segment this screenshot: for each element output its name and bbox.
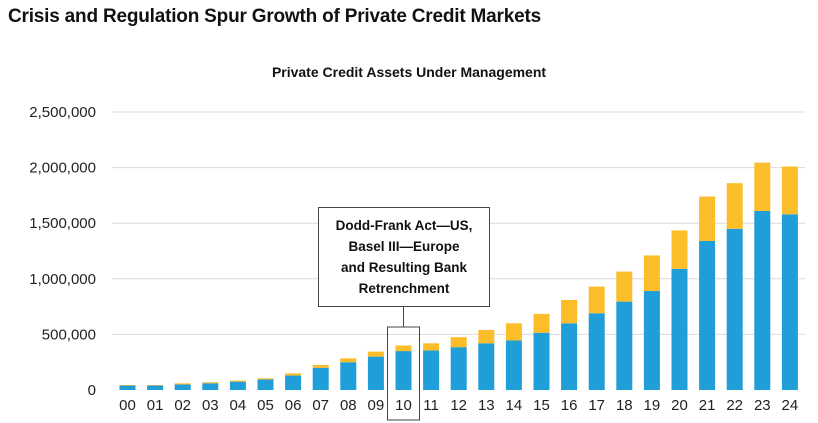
bar-lower-segment [285, 375, 302, 390]
annotation-text: Dodd-Frank Act—US, Basel III—Europe and … [329, 215, 479, 299]
x-tick-label: 14 [506, 397, 523, 414]
bar-lower-segment [671, 268, 688, 390]
bar-lower-segment [147, 385, 164, 390]
bar-lower-segment [340, 362, 357, 390]
x-tick-label: 17 [588, 397, 605, 414]
bar-lower-segment [754, 210, 771, 390]
bar-upper-segment [561, 299, 578, 324]
bar-upper-segment [754, 162, 771, 211]
bar-upper-segment [423, 343, 440, 351]
bar-lower-segment [312, 367, 329, 390]
bar-upper-segment [450, 337, 467, 348]
bar-upper-segment [395, 345, 412, 352]
x-tick-label: 06 [285, 397, 302, 414]
x-tick-label: 19 [644, 397, 661, 414]
bar-lower-segment [257, 379, 274, 390]
chart-title: Private Credit Assets Under Management [271, 64, 547, 80]
x-tick-label: 11 [423, 397, 439, 414]
annotation-line: and Resulting Bank [340, 260, 467, 275]
x-tick-label: 03 [202, 397, 219, 414]
y-tick-label: 1,500,000 [29, 215, 96, 232]
bar-lower-segment [781, 214, 798, 390]
bar-lower-segment [395, 351, 412, 390]
bar-lower-segment [588, 313, 605, 390]
x-tick-label: 22 [726, 397, 743, 414]
bar-upper-segment [202, 382, 219, 384]
bar-lower-segment [643, 291, 660, 390]
x-tick-label: 15 [533, 397, 550, 414]
x-tick-label: 13 [478, 397, 495, 414]
x-tick-label: 24 [782, 397, 799, 414]
x-tick-label: 08 [340, 397, 357, 414]
x-tick-label: 10 [395, 397, 412, 414]
x-tick-label: 21 [699, 397, 716, 414]
bar-lower-segment [533, 332, 550, 390]
x-tick-label: 02 [174, 397, 191, 414]
annotation-highlight-frame [387, 326, 420, 421]
x-tick-label: 18 [616, 397, 633, 414]
annotation-line: Dodd-Frank Act—US, [335, 218, 473, 233]
bar-upper-segment [119, 384, 136, 386]
y-tick-label: 2,500,000 [29, 104, 96, 121]
bar-lower-segment [202, 383, 219, 390]
bar-upper-segment [367, 351, 384, 357]
x-tick-label: 07 [312, 397, 329, 414]
bar-lower-segment [616, 301, 633, 390]
bar-upper-segment [312, 364, 329, 368]
y-tick-label: 0 [88, 382, 96, 399]
bar-upper-segment [533, 313, 550, 333]
x-tick-label: 16 [561, 397, 578, 414]
bar-upper-segment [781, 166, 798, 215]
bar-upper-segment [616, 271, 633, 302]
main-title: Crisis and Regulation Spur Growth of Pri… [8, 6, 541, 27]
bar-lower-segment [423, 350, 440, 390]
bar-lower-segment [726, 228, 743, 390]
annotation-line: Basel III—Europe [348, 239, 460, 254]
y-axis-ticks: 0 500,000 1,000,000 1,500,000 2,000,000 2,500… [29, 104, 96, 399]
x-axis-ticks: 00 01 02 03 04 05 06 07 08 09 10 11 12 13 14 15 16 17 18 19… [119, 397, 798, 414]
bar-upper-segment [285, 373, 302, 376]
bar-upper-segment [174, 383, 191, 385]
bar-lower-segment [174, 384, 191, 390]
bar-lower-segment [505, 340, 522, 390]
y-tick-label: 500,000 [42, 326, 96, 343]
bar-lower-segment [478, 343, 495, 390]
x-tick-label: 09 [368, 397, 385, 414]
x-tick-label: 00 [119, 397, 136, 414]
bar-lower-segment [561, 323, 578, 390]
bars [119, 162, 798, 390]
x-tick-label: 05 [257, 397, 274, 414]
annotation-box: Dodd-Frank Act—US, Basel III—Europe and … [318, 207, 490, 307]
y-tick-label: 1,000,000 [29, 271, 96, 288]
bar-upper-segment [340, 358, 357, 363]
bar-lower-segment [367, 356, 384, 390]
bar-upper-segment [229, 380, 246, 382]
bar-upper-segment [671, 230, 688, 269]
bar-upper-segment [478, 329, 495, 344]
x-tick-label: 04 [230, 397, 247, 414]
bar-upper-segment [588, 286, 605, 314]
bar-upper-segment [726, 183, 743, 229]
bar-lower-segment [229, 381, 246, 390]
annotation-line: Retrenchment [358, 281, 450, 296]
bar-upper-segment [505, 323, 522, 341]
bar-upper-segment [257, 378, 274, 380]
y-tick-label: 2,000,000 [29, 160, 96, 177]
x-tick-label: 12 [450, 397, 467, 414]
bar-upper-segment [699, 196, 716, 241]
x-tick-label: 01 [147, 397, 164, 414]
x-tick-label: 23 [754, 397, 771, 414]
bar-lower-segment [119, 385, 136, 390]
bar-lower-segment [699, 240, 716, 390]
x-tick-label: 20 [671, 397, 688, 414]
bar-upper-segment [643, 255, 660, 292]
bar-upper-segment [147, 384, 164, 386]
bar-lower-segment [450, 347, 467, 390]
